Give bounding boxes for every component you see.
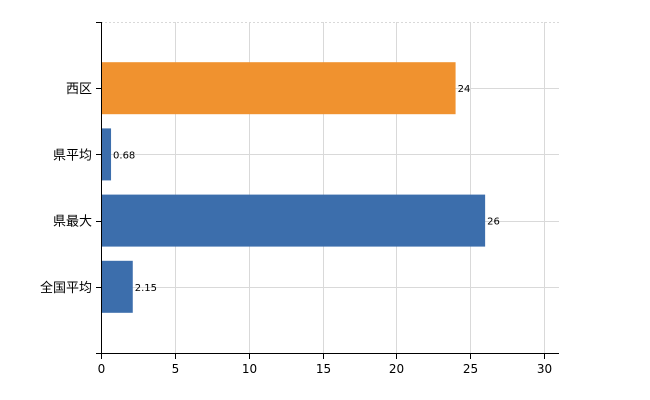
bar-layer — [101, 62, 486, 313]
x-tick-label-6: 30 — [537, 362, 552, 376]
category-label-2: 県最大 — [53, 215, 92, 230]
bar-0 — [101, 62, 456, 115]
value-label-2: 26 — [487, 217, 500, 228]
value-label-3: 2.15 — [135, 283, 157, 294]
x-tick-label-4: 20 — [389, 362, 404, 376]
category-label-0: 西区 — [66, 82, 92, 97]
x-tick-label-5: 25 — [463, 362, 478, 376]
value-label-0: 24 — [458, 84, 471, 95]
x-tick-label-1: 5 — [172, 362, 180, 376]
x-tick-label-3: 15 — [316, 362, 331, 376]
bar-3 — [101, 260, 133, 313]
x-tick-label-2: 10 — [242, 362, 257, 376]
label-layer: 24 西区 0.68 県平均 26 県最大 2.15 全国平均 0 5 10 15 20 25 30 — [40, 82, 552, 376]
bar-2 — [101, 194, 486, 247]
bar-1 — [101, 128, 112, 181]
x-tick-label-0: 0 — [98, 362, 106, 376]
category-label-3: 全国平均 — [40, 280, 92, 296]
category-label-1: 県平均 — [53, 148, 92, 163]
axis-layer — [96, 22, 559, 359]
value-label-1: 0.68 — [113, 150, 135, 161]
